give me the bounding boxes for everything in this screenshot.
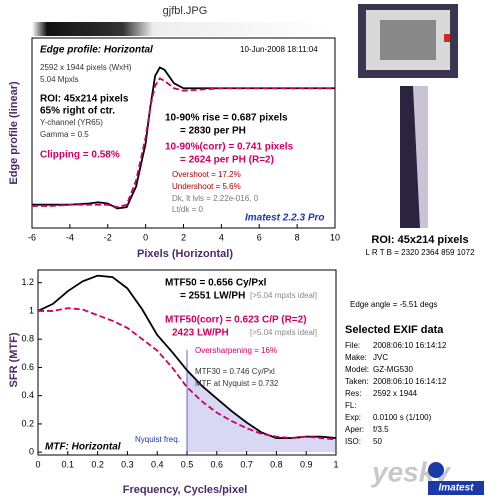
annotation: Gamma = 0.5 — [40, 130, 89, 139]
annotation: 10-90%(corr) = 0.741 pixels — [165, 142, 294, 153]
x-tick-label: 0.2 — [91, 459, 104, 469]
annotation: Y-channel (YR65) — [40, 118, 103, 127]
annotation: 5.04 Mpxls — [40, 75, 79, 84]
y-axis-label: Edge profile (linear) — [8, 81, 20, 185]
x-axis-label: Frequency, Cycles/pixel — [123, 484, 248, 496]
exif-value: 2008:06:10 16:14:12 — [373, 341, 447, 350]
x-tick-label: 0.7 — [240, 459, 253, 469]
exif-title: Selected EXIF data — [345, 324, 444, 336]
y-tick-label: 0.2 — [21, 418, 34, 428]
annotation: MTF50(corr) = 0.623 C/P (R=2) — [165, 315, 307, 326]
annotation: Imatest 2.2.3 Pro — [245, 213, 324, 224]
x-tick-label: 2 — [181, 232, 186, 242]
x-tick-label: 0.9 — [300, 459, 313, 469]
logo: Imatest — [438, 483, 474, 494]
x-tick-label: 0.4 — [151, 459, 164, 469]
x-tick-label: 0 — [143, 232, 148, 242]
x-tick-label: -4 — [66, 232, 74, 242]
x-tick-label: -6 — [28, 232, 36, 242]
thumbnail-detail — [380, 20, 436, 60]
roi-edge — [413, 86, 428, 228]
exif-label: Res: — [345, 389, 361, 398]
exif-value: 2008:06:10 16:14:12 — [373, 377, 447, 386]
annotation: Lt/dk = 0 — [172, 205, 203, 214]
annotation: = 2551 LW/PH — [180, 291, 245, 302]
y-tick-label: 0.4 — [21, 390, 34, 400]
annotation: = 2830 per PH — [180, 126, 246, 137]
series-line — [32, 77, 335, 209]
x-tick-label: 0.1 — [62, 459, 75, 469]
x-tick-label: 6 — [257, 232, 262, 242]
annotation: MTF at Nyquist = 0.732 — [195, 379, 279, 388]
exif-label: Make: — [345, 353, 367, 362]
exif-label: Taken: — [345, 377, 369, 386]
annotation: Clipping = 0.58% — [40, 150, 120, 161]
y-tick-label: 0 — [29, 447, 34, 457]
annotation: MTF50 = 0.656 Cy/Pxl — [165, 278, 267, 289]
annotation: 2423 LW/PH — [172, 328, 229, 339]
logo-icon — [428, 462, 444, 478]
x-tick-label: -2 — [104, 232, 112, 242]
edge-strip — [32, 22, 335, 36]
x-tick-label: 0 — [35, 459, 40, 469]
annotation: MTF30 = 0.746 Cy/Pxl — [195, 367, 275, 376]
annotation: ROI: 45x214 pixels — [40, 94, 129, 105]
series-line — [32, 66, 335, 210]
x-axis-label: Pixels (Horizontal) — [137, 248, 233, 260]
annotation: = 2624 per PH (R=2) — [180, 155, 274, 166]
annotation: Overshoot = 17.2% — [172, 170, 241, 179]
y-tick-label: 1.2 — [21, 277, 34, 287]
exif-value: 2592 x 1944 — [373, 389, 418, 398]
y-tick-label: 1 — [29, 305, 34, 315]
exif-label: Exp: — [345, 413, 361, 422]
annotation: Undershoot = 5.6% — [172, 182, 241, 191]
y-tick-label: 0.6 — [21, 362, 34, 372]
x-tick-label: 0.6 — [211, 459, 224, 469]
edge-angle: Edge angle = -5.51 degs — [350, 300, 437, 309]
exif-value: 0.0100 s (1/100) — [373, 413, 432, 422]
x-tick-label: 8 — [295, 232, 300, 242]
annotation: Nyquist freq. — [135, 435, 180, 444]
annotation: Edge profile: Horizontal — [40, 45, 153, 56]
exif-value: f/3.5 — [373, 425, 389, 434]
annotation: MTF: Horizontal — [45, 442, 121, 453]
y-tick-label: 0.8 — [21, 334, 34, 344]
annotation: Dk, lt lvls = 2.22e-016, 0 — [172, 194, 259, 203]
exif-label: File: — [345, 341, 360, 350]
exif-value: JVC — [373, 353, 388, 362]
annotation: 10-Jun-2008 18:11:04 — [240, 45, 318, 54]
nyquist-region — [187, 370, 336, 453]
annotation: 2592 x 1944 pixels (WxH) — [40, 63, 132, 72]
roi-coords: L R T B = 2320 2364 859 1072 — [365, 248, 475, 257]
annotation: [>5.04 mpxls ideal] — [250, 291, 317, 300]
annotation: Oversharpening = 16% — [195, 346, 277, 355]
logo-box — [428, 481, 484, 495]
x-tick-label: 1 — [333, 459, 338, 469]
roi-label: ROI: 45x214 pixels — [371, 234, 468, 246]
exif-label: Model: — [345, 365, 369, 374]
series-line — [38, 307, 337, 441]
x-tick-label: 0.3 — [121, 459, 134, 469]
x-tick-label: 0.5 — [181, 459, 194, 469]
exif-value: GZ-MG530 — [373, 365, 414, 374]
exif-label: FL: — [345, 401, 357, 410]
annotation: [>5.04 mpxls ideal] — [250, 328, 317, 337]
chart-title: gjfbl.JPG — [163, 5, 208, 17]
thumbnail-roi — [444, 34, 450, 42]
exif-value: 50 — [373, 437, 382, 446]
y-axis-label: SFR (MTF) — [8, 332, 20, 387]
exif-label: ISO: — [345, 437, 361, 446]
annotation: 65% right of ctr. — [40, 106, 115, 117]
exif-label: Aper: — [345, 425, 364, 434]
x-tick-label: 4 — [219, 232, 224, 242]
x-tick-label: 0.8 — [270, 459, 283, 469]
annotation: 10-90% rise = 0.687 pixels — [165, 113, 288, 124]
x-tick-label: 10 — [330, 232, 340, 242]
